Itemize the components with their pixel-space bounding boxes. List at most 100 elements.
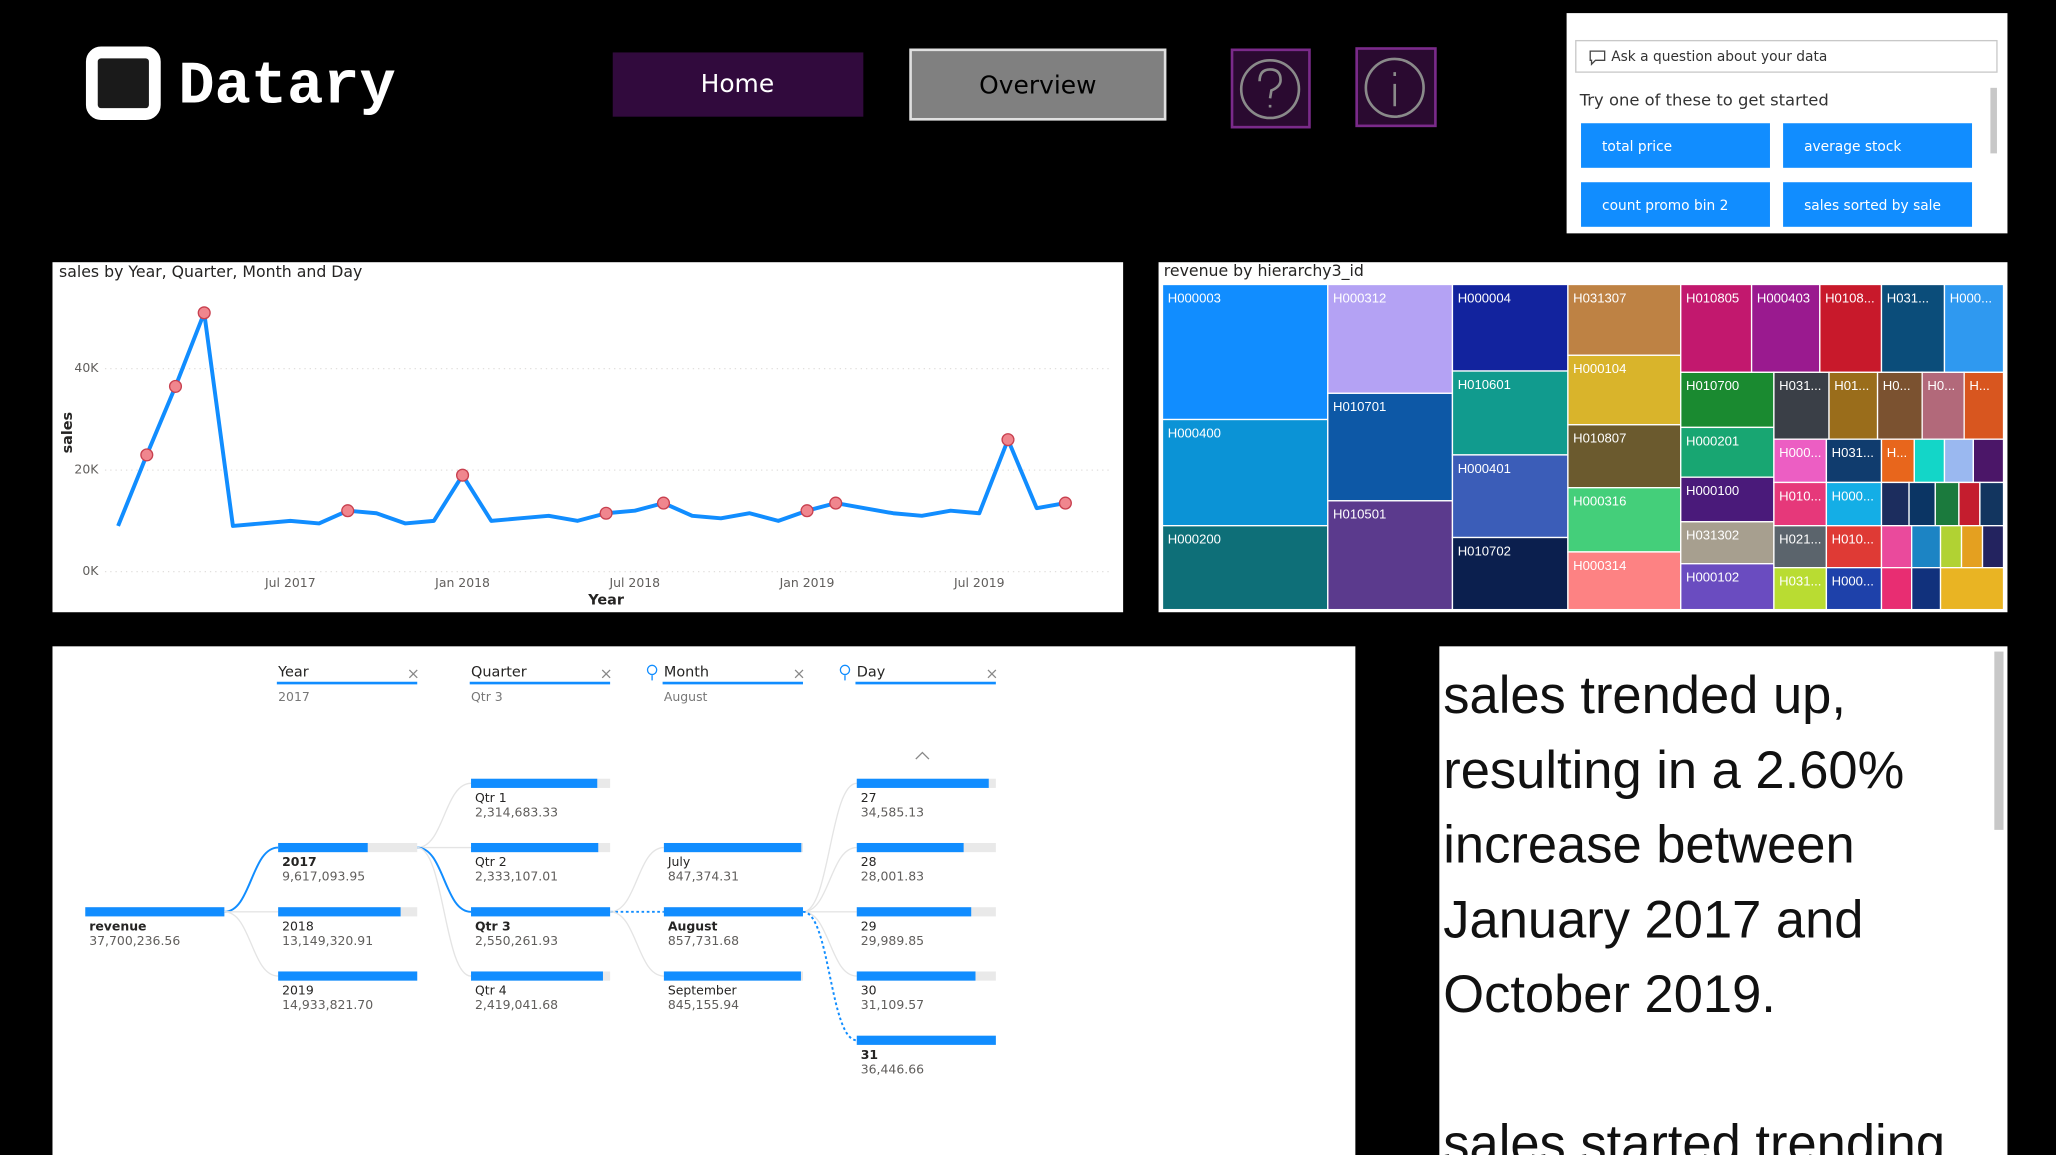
- treemap-cell: [1773, 438, 1828, 484]
- scroll-up-caret[interactable]: [915, 751, 930, 760]
- node-value: 2,550,261.93: [475, 933, 558, 948]
- treemap-label: H010701: [1333, 399, 1386, 414]
- nav-label[interactable]: Home: [701, 69, 775, 98]
- treemap-label: H000...: [1832, 574, 1874, 589]
- node-value: 31,109.57: [861, 997, 924, 1012]
- suggestion-label[interactable]: count promo bin 2: [1602, 198, 1728, 214]
- bar[interactable]: [663, 971, 801, 981]
- scrollbar[interactable]: [1990, 87, 1997, 154]
- node-value: 2,333,107.01: [475, 869, 558, 884]
- bar[interactable]: [471, 842, 599, 853]
- bar[interactable]: [856, 971, 976, 981]
- treemap-label: H010...: [1779, 488, 1821, 503]
- suggestion-label[interactable]: average stock: [1804, 139, 1901, 155]
- qna-input[interactable]: [1575, 39, 1998, 73]
- treemap-label: H000...: [1832, 488, 1874, 503]
- suggestion-button[interactable]: [1581, 182, 1770, 227]
- node-value: 2,314,683.33: [475, 804, 558, 819]
- suggestion-button[interactable]: [1581, 123, 1770, 168]
- bar[interactable]: [856, 778, 989, 788]
- bar[interactable]: [278, 907, 401, 917]
- treemap-label: H...: [1969, 378, 1989, 393]
- treemap-label: H000312: [1333, 290, 1386, 305]
- nav-button[interactable]: [612, 52, 864, 117]
- treemap-label: H000314: [1573, 558, 1626, 573]
- level-header[interactable]: Day: [857, 665, 886, 681]
- treemap-label: H0...: [1927, 378, 1955, 393]
- node-label: September: [668, 983, 738, 998]
- treemap-cell: [1773, 525, 1828, 569]
- node-value: 34,585.13: [861, 804, 924, 819]
- qna-placeholder[interactable]: Ask a question about your data: [1611, 49, 1827, 65]
- bar[interactable]: [663, 842, 802, 853]
- node-value: 857,731.68: [668, 933, 739, 948]
- treemap-label: H031...: [1887, 290, 1929, 305]
- node-label: Qtr 4: [475, 983, 507, 998]
- y-tick-label: 0K: [82, 563, 99, 578]
- treemap-cell: [1876, 371, 1923, 440]
- suggestion-label[interactable]: sales sorted by sale: [1804, 198, 1941, 214]
- treemap-cell: [1828, 371, 1879, 440]
- treemap-cell: [1880, 283, 1946, 373]
- remove-level[interactable]: [601, 669, 611, 679]
- treemap-cell: [1825, 481, 1883, 527]
- treemap-label: H000102: [1686, 570, 1739, 585]
- node-value: 36,446.66: [861, 1061, 924, 1076]
- treemap-cell: [1972, 438, 2005, 484]
- bar[interactable]: [471, 907, 611, 917]
- remove-level[interactable]: [408, 669, 418, 679]
- bar[interactable]: [856, 907, 972, 917]
- bar[interactable]: [471, 778, 598, 788]
- line-chart-panel: [52, 262, 1124, 613]
- remove-level[interactable]: [987, 669, 997, 679]
- treemap-cell: [1327, 392, 1454, 502]
- remove-level[interactable]: [794, 669, 804, 679]
- node-value: 14,933,821.70: [282, 997, 373, 1012]
- anomaly-marker: [800, 504, 814, 518]
- connector: [802, 846, 857, 913]
- level-selection: 2017: [278, 689, 310, 704]
- node-label: 31: [861, 1047, 878, 1062]
- bar[interactable]: [856, 1035, 996, 1045]
- bar[interactable]: [278, 842, 368, 853]
- anomaly-marker: [168, 379, 183, 393]
- treemap-label: H031...: [1779, 378, 1821, 393]
- suggestion-button[interactable]: [1783, 123, 1973, 168]
- logo-text: Datary: [178, 53, 395, 121]
- decomposition-tree: Year 2017 Quarter Qtr 3 Month August Day revenu…: [85, 664, 997, 1076]
- nav-label[interactable]: Overview: [979, 71, 1096, 100]
- anomaly-marker: [1058, 496, 1072, 510]
- treemap-label: H021...: [1779, 532, 1821, 547]
- node-value: 13,149,320.91: [282, 933, 373, 948]
- narrative-frame: sales trended up, resulting in a 2.60% i…: [1443, 667, 1945, 1155]
- narrative-text: sales trended up, resulting in a 2.60% i…: [1443, 667, 1905, 1024]
- anomaly-marker: [599, 506, 613, 520]
- bar[interactable]: [663, 907, 803, 917]
- ai-icon: [646, 664, 658, 676]
- treemap-label: H000004: [1458, 290, 1511, 305]
- bar[interactable]: [278, 971, 418, 981]
- help-glyph: [1258, 68, 1282, 108]
- help-button[interactable]: [1230, 48, 1311, 129]
- level-header[interactable]: Quarter: [471, 665, 527, 681]
- node-label: 29: [861, 918, 877, 933]
- bar[interactable]: [856, 842, 964, 853]
- anomaly-marker: [829, 496, 843, 510]
- bar[interactable]: [85, 907, 225, 917]
- treemap-cell: [1680, 476, 1775, 523]
- bar[interactable]: [471, 971, 603, 981]
- level-header[interactable]: Month: [664, 665, 709, 681]
- scrollbar[interactable]: [1994, 651, 2004, 830]
- treemap-cell: [1880, 567, 1913, 611]
- treemap-cell: [1680, 521, 1775, 565]
- treemap-cell: [1567, 283, 1682, 356]
- suggestion-button[interactable]: [1783, 182, 1973, 227]
- treemap-cell: [1934, 481, 1960, 527]
- y-axis-label: sales: [60, 412, 76, 454]
- nav-button[interactable]: [909, 48, 1167, 121]
- node-label: 2018: [282, 918, 314, 933]
- suggestion-label[interactable]: total price: [1602, 139, 1672, 155]
- level-header[interactable]: Year: [277, 665, 309, 681]
- anomaly-marker: [197, 306, 211, 320]
